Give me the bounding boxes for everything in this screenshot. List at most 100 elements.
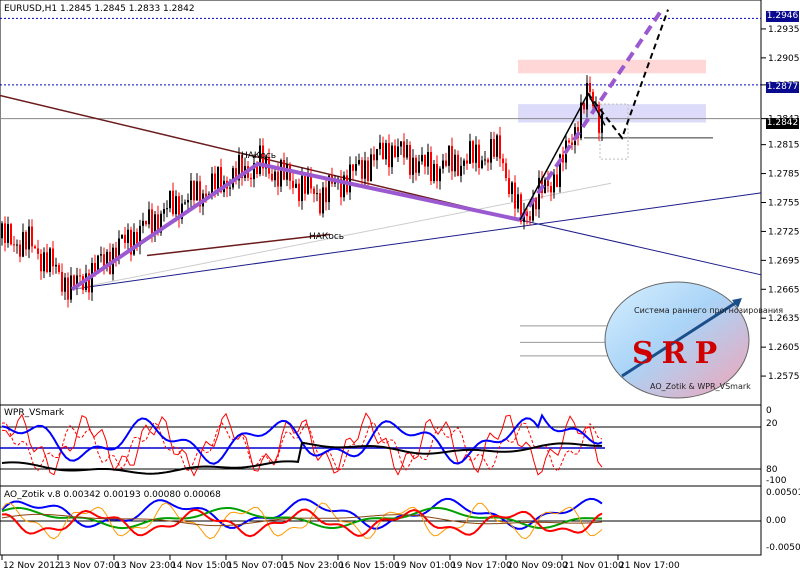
candle-body: [100, 254, 102, 256]
candle-body: [448, 145, 450, 166]
candle-body: [325, 187, 327, 203]
current-price-box: 1.2842: [766, 118, 799, 129]
ao-label: AO_Zotik v.8 0.00342 0.00193 0.00080 0.0…: [4, 490, 221, 500]
candle-body: [25, 232, 27, 250]
candle-body: [34, 246, 36, 249]
candle-body: [499, 135, 501, 159]
candle-body: [505, 163, 507, 179]
y-tick-label: 1.2935: [768, 25, 800, 35]
candle-body: [316, 193, 318, 195]
wpr-scale-80: 80: [766, 465, 778, 475]
candle-body: [178, 196, 180, 220]
candle-body: [220, 167, 222, 193]
candle-body: [67, 277, 69, 300]
candle-body: [418, 161, 420, 173]
candle-body: [589, 82, 591, 92]
candle-body: [211, 173, 213, 194]
x-tick-label: 14 Nov 15:00: [171, 561, 232, 571]
x-tick-label: 15 Nov 07:00: [227, 561, 288, 571]
candle-body: [163, 209, 165, 214]
x-tick-label: 12 Nov 2012: [3, 561, 61, 571]
candle-body: [271, 173, 273, 181]
candle-body: [61, 271, 63, 292]
wpr-label: WPR_VSmark: [4, 408, 65, 418]
purple-projection: [518, 11, 662, 221]
candle-body: [196, 181, 198, 201]
candle-body: [133, 231, 135, 255]
candle-body: [214, 173, 216, 190]
candle-body: [343, 175, 345, 198]
y-tick-label: 1.2815: [768, 141, 800, 151]
y-tick-label: 1.2785: [768, 170, 800, 180]
candle-body: [511, 182, 513, 195]
y-tick-label: 1.2905: [768, 54, 800, 64]
y-tick-label: 1.2755: [768, 199, 800, 209]
candle-body: [253, 162, 255, 180]
candle-body: [493, 139, 495, 157]
wpr-black-line: [1, 441, 603, 475]
black-projection: [587, 9, 669, 140]
candle-body: [463, 160, 465, 166]
candle-body: [409, 145, 411, 175]
candle-body: [556, 174, 558, 187]
x-tick-label: 15 Nov 23:00: [283, 561, 344, 571]
down-trend-extension: [519, 219, 762, 276]
candle-body: [367, 160, 369, 182]
candle-body: [406, 145, 408, 158]
candle-body: [184, 202, 186, 204]
candle-body: [436, 163, 438, 182]
candle-body: [472, 141, 474, 163]
candle-body: [349, 164, 351, 193]
candle-body: [460, 165, 462, 176]
x-tick-label: 16 Nov 15:00: [339, 561, 400, 571]
candle-body: [457, 154, 459, 176]
logo-caption-bottom: AO_Zotik & WPR_VSmark: [650, 382, 751, 391]
ao-scale-low: -0.00503: [766, 543, 800, 553]
lower-channel-line: [146, 233, 331, 257]
candle-body: [37, 248, 39, 254]
candle-body: [46, 252, 48, 272]
candle-body: [421, 154, 423, 162]
candle-body: [295, 183, 297, 188]
candle-body: [154, 214, 156, 235]
candle-body: [181, 203, 183, 220]
y-tick-label: 1.2725: [768, 227, 800, 237]
candle-body: [79, 275, 81, 277]
candle-body: [103, 254, 105, 266]
candle-body: [520, 194, 522, 222]
candle-body: [76, 275, 78, 288]
candle-body: [568, 140, 570, 143]
candle-body: [166, 208, 168, 210]
nakos-label-upper: НАКось: [241, 151, 277, 161]
candle-body: [355, 164, 357, 171]
x-tick-label: 13 Nov 23:00: [115, 561, 176, 571]
candle-body: [256, 162, 258, 174]
candle-body: [157, 214, 159, 233]
wpr-panel: [0, 404, 762, 487]
candle-body: [370, 154, 372, 182]
candle-body: [28, 226, 30, 250]
candle-body: [340, 178, 342, 198]
candle-body: [124, 234, 126, 243]
candle-body: [394, 145, 396, 157]
candle-body: [232, 168, 234, 188]
candle-body: [400, 141, 402, 147]
candle-body: [265, 156, 267, 169]
logo-title: SRP: [632, 336, 726, 371]
candle-body: [550, 186, 552, 193]
candle-body: [13, 244, 15, 246]
candle-body: [484, 159, 486, 161]
x-tick-label: 20 Nov 09:00: [507, 561, 568, 571]
candle-body: [547, 179, 549, 187]
candle-body: [4, 223, 6, 243]
candle-body: [490, 139, 492, 163]
candle-body: [508, 178, 510, 195]
candle-body: [442, 160, 444, 169]
candle-body: [190, 180, 192, 200]
candle-body: [454, 154, 456, 172]
level-price-box-middle: 1.2877: [766, 82, 799, 93]
x-tick-label: 21 Nov 17:00: [619, 561, 680, 571]
candle-body: [427, 151, 429, 167]
candle-body: [10, 224, 12, 245]
candle-body: [58, 264, 60, 272]
